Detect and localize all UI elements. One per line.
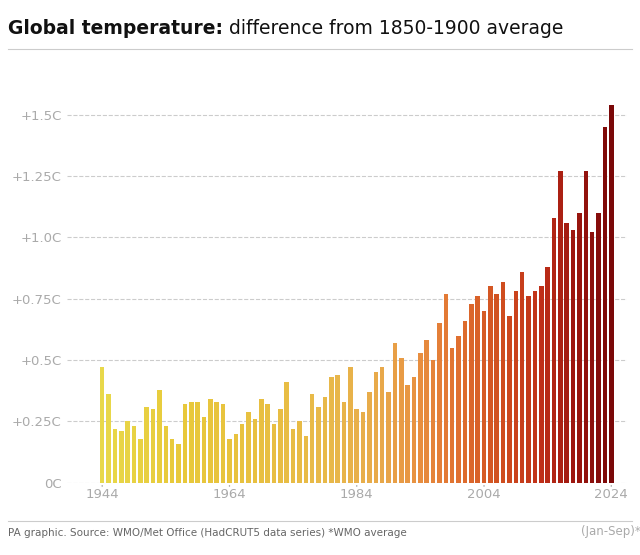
Bar bbox=[278, 409, 283, 483]
Bar bbox=[342, 402, 346, 483]
Bar bbox=[476, 296, 480, 483]
Bar bbox=[571, 230, 575, 483]
Bar bbox=[374, 372, 378, 483]
Bar bbox=[208, 400, 212, 483]
Bar bbox=[189, 402, 193, 483]
Bar bbox=[176, 443, 181, 483]
Bar bbox=[507, 316, 512, 483]
Bar bbox=[469, 304, 474, 483]
Bar bbox=[348, 367, 353, 483]
Bar bbox=[157, 390, 162, 483]
Bar bbox=[125, 421, 130, 483]
Bar bbox=[234, 434, 238, 483]
Bar bbox=[513, 291, 518, 483]
Bar bbox=[405, 385, 410, 483]
Bar bbox=[431, 360, 435, 483]
Bar bbox=[221, 404, 225, 483]
Bar bbox=[303, 436, 308, 483]
Bar bbox=[170, 438, 175, 483]
Bar bbox=[202, 417, 206, 483]
Bar bbox=[501, 281, 506, 483]
Bar bbox=[335, 375, 340, 483]
Text: PA graphic. Source: WMO/Met Office (HadCRUT5 data series) *WMO average: PA graphic. Source: WMO/Met Office (HadC… bbox=[8, 528, 407, 538]
Bar bbox=[164, 426, 168, 483]
Bar bbox=[437, 323, 442, 483]
Bar bbox=[590, 233, 595, 483]
Text: difference from 1850-1900 average: difference from 1850-1900 average bbox=[223, 19, 564, 38]
Bar bbox=[545, 267, 550, 483]
Bar bbox=[214, 402, 219, 483]
Bar bbox=[259, 400, 264, 483]
Bar bbox=[266, 404, 270, 483]
Bar bbox=[316, 407, 321, 483]
Bar bbox=[520, 272, 525, 483]
Bar bbox=[412, 377, 416, 483]
Bar bbox=[609, 105, 614, 483]
Bar bbox=[361, 412, 365, 483]
Bar bbox=[240, 424, 244, 483]
Bar bbox=[488, 286, 493, 483]
Bar bbox=[323, 397, 327, 483]
Bar bbox=[151, 409, 156, 483]
Bar bbox=[558, 171, 563, 483]
Bar bbox=[246, 412, 251, 483]
Text: Global temperature:: Global temperature: bbox=[8, 19, 223, 38]
Bar bbox=[100, 367, 104, 483]
Bar bbox=[495, 294, 499, 483]
Bar bbox=[463, 321, 467, 483]
Bar bbox=[227, 438, 232, 483]
Bar bbox=[138, 438, 143, 483]
Bar bbox=[482, 311, 486, 483]
Bar bbox=[113, 429, 117, 483]
Bar bbox=[329, 377, 333, 483]
Bar bbox=[291, 429, 296, 483]
Bar bbox=[456, 336, 461, 483]
Bar bbox=[182, 404, 188, 483]
Bar bbox=[106, 395, 111, 483]
Bar bbox=[532, 291, 537, 483]
Bar bbox=[444, 294, 448, 483]
Bar bbox=[539, 286, 543, 483]
Bar bbox=[552, 218, 556, 483]
Bar bbox=[564, 223, 569, 483]
Bar bbox=[450, 348, 454, 483]
Bar bbox=[380, 367, 385, 483]
Bar bbox=[132, 426, 136, 483]
Bar bbox=[399, 357, 404, 483]
Bar bbox=[367, 392, 372, 483]
Bar bbox=[577, 213, 582, 483]
Bar bbox=[195, 402, 200, 483]
Bar bbox=[596, 213, 601, 483]
Bar bbox=[253, 419, 257, 483]
Bar bbox=[310, 395, 314, 483]
Bar bbox=[272, 424, 276, 483]
Bar bbox=[392, 343, 397, 483]
Bar bbox=[424, 340, 429, 483]
Bar bbox=[297, 421, 302, 483]
Bar bbox=[284, 382, 289, 483]
Bar bbox=[145, 407, 149, 483]
Bar bbox=[603, 127, 607, 483]
Text: (Jan-Sep)*: (Jan-Sep)* bbox=[581, 524, 640, 537]
Bar bbox=[387, 392, 391, 483]
Bar bbox=[119, 431, 124, 483]
Bar bbox=[355, 409, 359, 483]
Bar bbox=[584, 171, 588, 483]
Bar bbox=[526, 296, 531, 483]
Bar bbox=[418, 353, 422, 483]
